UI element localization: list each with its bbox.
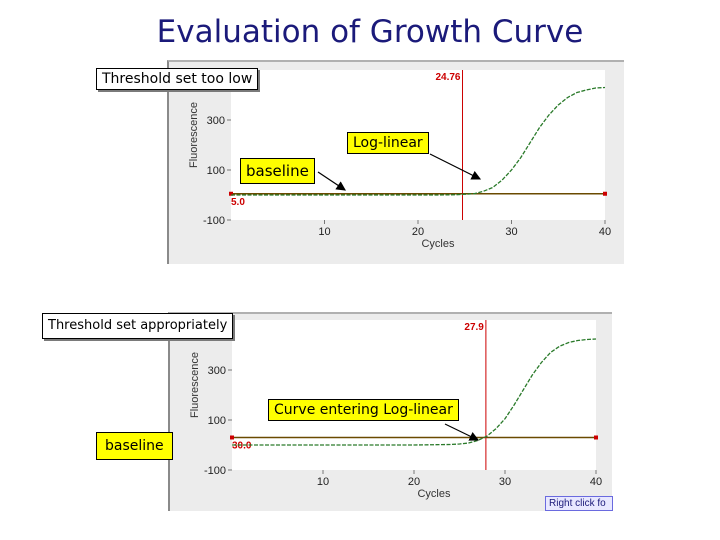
y-tick-label-2-3: -100 (204, 465, 226, 477)
callout-threshold-too-low: Threshold set too low (96, 68, 259, 90)
right-click-tag[interactable]: Right click fo (545, 496, 613, 511)
callout-baseline-bottom: baseline (96, 432, 173, 460)
x-tick-label-1-3: 40 (599, 226, 611, 238)
y-tick-label-1-2: -100 (203, 215, 225, 227)
arrow-to-baseline-top (317, 171, 346, 191)
slide-title: Evaluation of Growth Curve (156, 14, 584, 50)
x-tick-label-2-1: 20 (408, 476, 420, 488)
crossing-value-label-2: 27.9 (464, 322, 484, 333)
series-line-1-0 (231, 86, 606, 196)
callout-baseline-top: baseline (240, 158, 315, 184)
y-tick-label-1-1: 100 (207, 165, 225, 177)
x-axis-label-2: Cycles (417, 488, 451, 500)
y-axis-label-1: Fluorescence (188, 102, 200, 168)
y-tick-label-2-2: 100 (208, 415, 226, 427)
arrow-to-log-linear-bottom (444, 423, 480, 441)
threshold-handle-left-1 (229, 191, 233, 196)
threshold-handle-right-2 (594, 435, 598, 440)
threshold-value-label-2: 30.0 (232, 441, 252, 452)
x-axis-label-1: Cycles (421, 238, 455, 250)
threshold-value-label-1: 5.0 (231, 197, 245, 208)
x-tick-label-2-0: 10 (317, 476, 329, 488)
arrow-to-log-linear-top (429, 153, 482, 180)
x-tick-label-1-0: 10 (318, 226, 330, 238)
y-tick-label-1-0: 300 (207, 115, 225, 127)
chart-panel-threshold-too-low: 300 100 -100 10 20 30 40 Cycles Fluorescence 5.0 2… (167, 60, 624, 264)
callout-log-linear: Log-linear (347, 132, 429, 154)
callout-threshold-appropriate: Threshold set appropriately (42, 313, 234, 339)
crossing-value-label-1: 24.76 (435, 72, 460, 83)
callout-curve-entering-log-linear: Curve entering Log-linear (268, 399, 459, 421)
x-tick-label-2-2: 30 (499, 476, 511, 488)
x-tick-label-1-2: 30 (505, 226, 517, 238)
y-tick-label-2-1: 300 (208, 365, 226, 377)
threshold-handle-left-2 (230, 435, 234, 440)
x-tick-label-2-3: 40 (590, 476, 602, 488)
chart-2-svg: 500300100-10010203040CyclesFluorescence3… (189, 315, 602, 500)
y-axis-label-2: Fluorescence (189, 352, 201, 418)
x-tick-label-1-1: 20 (412, 226, 424, 238)
threshold-handle-right-1 (603, 191, 607, 196)
series-line-2-0 (232, 338, 597, 446)
